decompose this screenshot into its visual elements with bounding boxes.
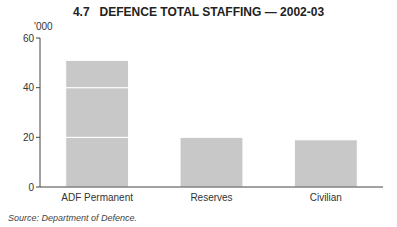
- bar-segment: [294, 140, 357, 187]
- bar-segment: [66, 60, 129, 87]
- bar-segment: [66, 137, 129, 187]
- y-tick: [36, 187, 40, 188]
- bar-segment: [66, 88, 129, 138]
- x-tick-label: Reserves: [190, 192, 232, 203]
- y-tick-label: 40: [23, 82, 35, 93]
- bars: [66, 60, 358, 187]
- x-tick-label: ADF Permanent: [61, 192, 133, 203]
- y-tick-label: 20: [23, 132, 35, 143]
- y-tick: [36, 137, 40, 138]
- y-tick: [36, 38, 40, 39]
- x-tick-label: Civilian: [310, 192, 342, 203]
- source-note: Source: Department of Defence.: [8, 213, 137, 223]
- bar-segment: [180, 137, 243, 187]
- y-tick: [36, 87, 40, 88]
- chart: 4.7 DEFENCE TOTAL STAFFING — 2002-03 '000…: [0, 0, 397, 227]
- y-tick-label: 60: [23, 33, 35, 44]
- title: 4.7 DEFENCE TOTAL STAFFING — 2002-03: [73, 5, 324, 19]
- y-tick-label: 0: [28, 182, 34, 193]
- y-axis-label: '000: [34, 21, 53, 32]
- y-axis-line: [40, 38, 41, 187]
- x-axis-line: [40, 187, 383, 188]
